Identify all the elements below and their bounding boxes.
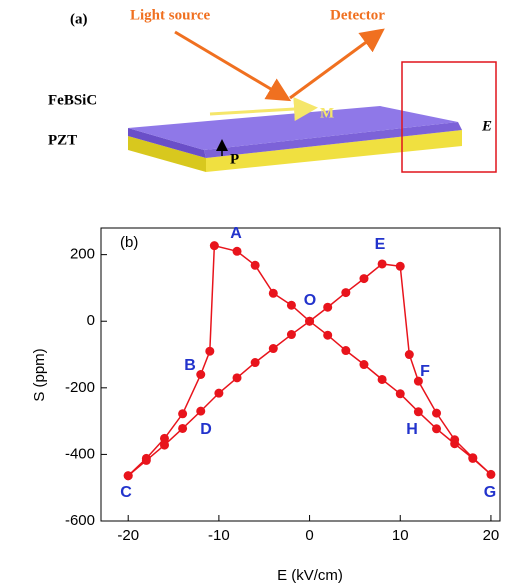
data-point — [205, 346, 215, 356]
data-point — [404, 350, 414, 360]
data-point — [196, 370, 206, 379]
data-point — [359, 274, 369, 284]
p-label: P — [230, 151, 239, 167]
data-point — [377, 374, 387, 384]
data-point — [413, 376, 423, 386]
pzt-side — [206, 130, 462, 172]
pzt-front — [128, 136, 206, 172]
point-label: B — [184, 357, 196, 374]
m-label: M — [320, 105, 334, 121]
data-point — [323, 330, 333, 340]
data-point — [395, 261, 405, 271]
x-tick-label: -20 — [117, 527, 139, 544]
data-point — [250, 260, 260, 270]
substrate-label: PZT — [48, 132, 77, 148]
data-point — [413, 407, 423, 417]
film-label: FeBSiC — [48, 92, 97, 108]
m-arrow — [209, 97, 318, 122]
film-top — [128, 106, 458, 150]
light-arrow — [174, 30, 292, 102]
data-point — [196, 406, 206, 416]
data-point — [268, 288, 278, 298]
data-point — [341, 346, 351, 356]
data-point — [450, 435, 460, 445]
x-tick-label: -10 — [208, 527, 230, 544]
data-point — [209, 241, 219, 251]
film-side — [204, 122, 462, 158]
light-label: Light source — [130, 7, 210, 23]
point-label: H — [406, 421, 418, 438]
x-tick-label: 20 — [483, 527, 500, 544]
data-point — [432, 408, 442, 418]
data-point — [232, 246, 242, 256]
x-tick-label: 10 — [392, 527, 409, 544]
data-point — [232, 373, 242, 383]
data-point — [286, 300, 296, 310]
data-point — [159, 433, 169, 443]
y-tick-label: 200 — [70, 246, 95, 263]
point-label: F — [420, 363, 430, 380]
data-point — [250, 358, 260, 368]
point-label: C — [120, 484, 132, 501]
plot-frame — [100, 227, 501, 522]
point-label: D — [200, 421, 212, 438]
data-point — [323, 302, 333, 312]
y-tick-label: -400 — [65, 445, 95, 462]
field-label: E — [481, 118, 492, 134]
data-point — [359, 360, 369, 370]
y-axis-label: S (ppm) — [31, 348, 48, 401]
point-label: A — [230, 225, 242, 242]
detector-arrow — [289, 28, 385, 100]
point-label: O — [304, 292, 316, 309]
data-point — [123, 471, 133, 481]
data-point — [341, 288, 351, 298]
data-point — [268, 344, 278, 354]
data-point — [159, 440, 169, 450]
data-point — [432, 424, 442, 434]
data-line — [127, 244, 492, 477]
x-tick-label: 0 — [305, 527, 313, 544]
data-point — [305, 316, 315, 326]
data-point — [486, 469, 496, 479]
film-front — [128, 128, 206, 158]
data-point — [468, 453, 478, 463]
data-point — [141, 455, 151, 465]
point-label: E — [375, 236, 386, 253]
point-label: G — [484, 484, 496, 501]
y-tick-label: -200 — [65, 379, 95, 396]
panel-label: (a) — [70, 11, 88, 27]
field-frame — [401, 61, 497, 173]
panel-label: (b) — [120, 234, 138, 251]
data-point — [395, 389, 405, 399]
data-point — [286, 330, 296, 340]
data-point — [214, 388, 224, 398]
data-point — [178, 423, 188, 433]
data-point — [377, 259, 387, 269]
y-tick-label: 0 — [87, 312, 95, 329]
schematic: (a) Light source Detector FeBSiC PZT M P… — [48, 7, 497, 173]
detector-label: Detector — [330, 7, 385, 23]
x-axis-label: E (kV/cm) — [277, 567, 343, 584]
y-tick-label: -600 — [65, 512, 95, 529]
data-point — [178, 409, 188, 419]
